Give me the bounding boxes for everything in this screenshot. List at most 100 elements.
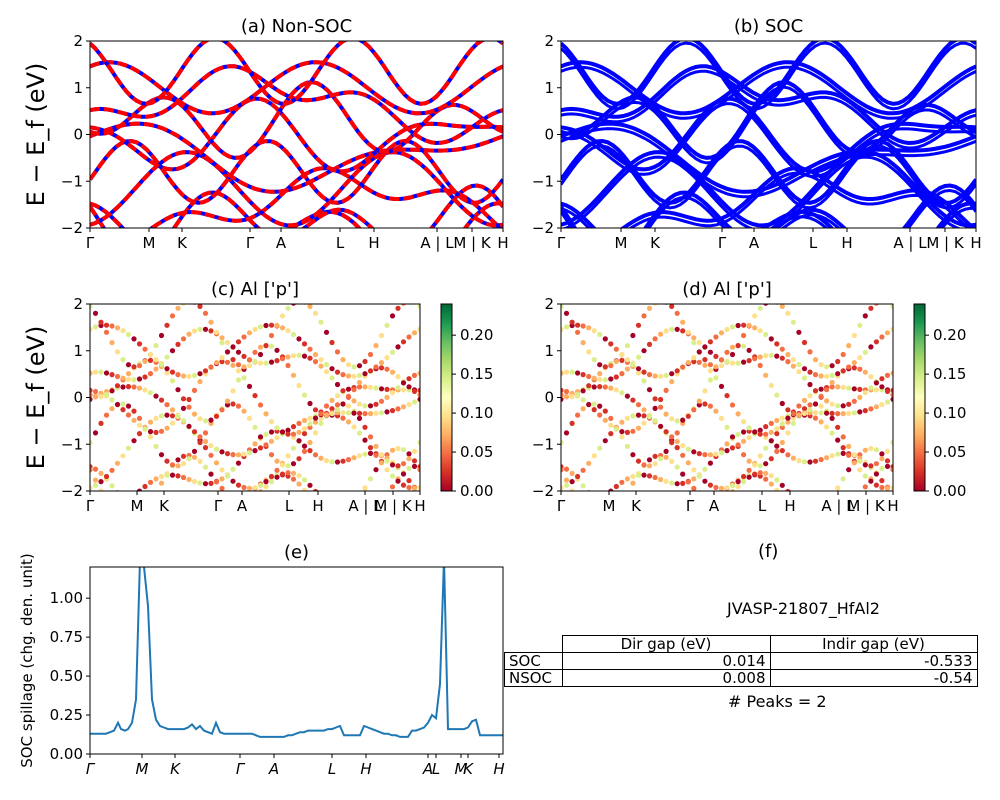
projection-point (890, 304, 893, 309)
x-tick-label: H (493, 760, 504, 778)
projection-point (411, 485, 418, 491)
y-tick-label: −1 (61, 435, 83, 453)
projection-point (807, 402, 813, 408)
colorbar-tick-label: 0.05 (933, 443, 966, 461)
projection-point (263, 322, 269, 329)
projection-point (406, 384, 412, 390)
projection-point (586, 325, 592, 331)
band-line (561, 41, 976, 106)
colorbar-tick-label: 0.05 (460, 443, 493, 461)
projection-point (131, 521, 136, 526)
projection-point (741, 438, 747, 444)
projection-point (274, 435, 280, 441)
projection-point (109, 497, 114, 502)
projection-point (378, 365, 385, 371)
projection-point (774, 417, 780, 424)
x-tick-label: A (237, 497, 248, 515)
projection-point (718, 415, 725, 421)
projection-point (285, 362, 291, 369)
band-line (561, 41, 976, 111)
projection-point (702, 466, 708, 472)
projection-point (873, 482, 880, 488)
projection-point (851, 365, 857, 371)
projection-point (581, 497, 586, 502)
projection-point (181, 511, 186, 516)
projection-point (307, 415, 313, 421)
projection-point (125, 412, 132, 418)
projection-point (373, 343, 379, 349)
panel-title-e: (e) (284, 542, 309, 563)
projection-point (812, 401, 819, 407)
projection-point (768, 473, 774, 479)
projection-point (252, 424, 258, 430)
y-tick-label: 0 (544, 389, 554, 407)
projection-point (109, 467, 115, 473)
projection-point (730, 505, 735, 510)
projection-point (362, 437, 368, 443)
projection-point (169, 462, 176, 468)
projection-point (624, 366, 631, 372)
projection-point (624, 343, 631, 349)
projection-point (191, 429, 198, 435)
projection-point (219, 407, 225, 413)
projection-point (790, 357, 797, 363)
projection-point (597, 362, 603, 368)
projection-point (373, 410, 379, 416)
projection-point (296, 382, 302, 389)
projection-point (208, 471, 214, 477)
projection-point (307, 448, 313, 454)
projection-point (857, 394, 863, 400)
projection-point (763, 331, 769, 338)
projection-point (685, 360, 691, 366)
projection-point (164, 472, 170, 478)
projection-point (257, 489, 264, 491)
projection-point (290, 431, 297, 437)
projection-point (268, 343, 275, 349)
projection-point (158, 413, 165, 419)
projection-point (685, 329, 691, 335)
projection-point (724, 494, 729, 499)
projection-point (340, 372, 346, 378)
projection-point (785, 419, 791, 425)
projection-point (801, 339, 808, 346)
projection-point (285, 463, 291, 469)
projection-point (296, 456, 302, 462)
projection-point (619, 429, 625, 435)
projection-point (213, 329, 220, 335)
projection-point (104, 499, 109, 504)
band-line (90, 41, 503, 106)
projection-point (691, 476, 697, 482)
projection-point (384, 394, 390, 400)
projection-point (301, 443, 308, 449)
projection-point (729, 482, 736, 488)
projection-point (757, 463, 763, 469)
projection-point (114, 349, 121, 355)
projection-point (334, 393, 341, 399)
projection-point (713, 364, 719, 370)
projection-point (109, 483, 115, 489)
projection-point (868, 518, 873, 523)
projection-point (103, 322, 110, 328)
projection-point (164, 366, 170, 372)
projection-point (131, 408, 137, 414)
projection-point (741, 513, 746, 518)
projection-point (169, 348, 176, 354)
projection-point (646, 463, 653, 469)
projection-point (312, 359, 319, 365)
projection-point (247, 497, 252, 502)
projection-point (186, 299, 191, 304)
projection-point (153, 476, 159, 482)
gap-table-header-indir: Indir gap (eV) (769, 635, 978, 653)
projection-point (351, 410, 357, 416)
projection-point (763, 532, 768, 537)
projection-point (646, 341, 653, 347)
projection-point (658, 396, 664, 403)
projection-point (213, 360, 220, 366)
projection-point (92, 310, 99, 316)
projection-point (257, 434, 264, 440)
projection-point (624, 415, 631, 421)
projection-point (378, 460, 385, 466)
projection-point (279, 356, 286, 362)
projection-point (802, 528, 807, 533)
projection-point (741, 419, 747, 425)
